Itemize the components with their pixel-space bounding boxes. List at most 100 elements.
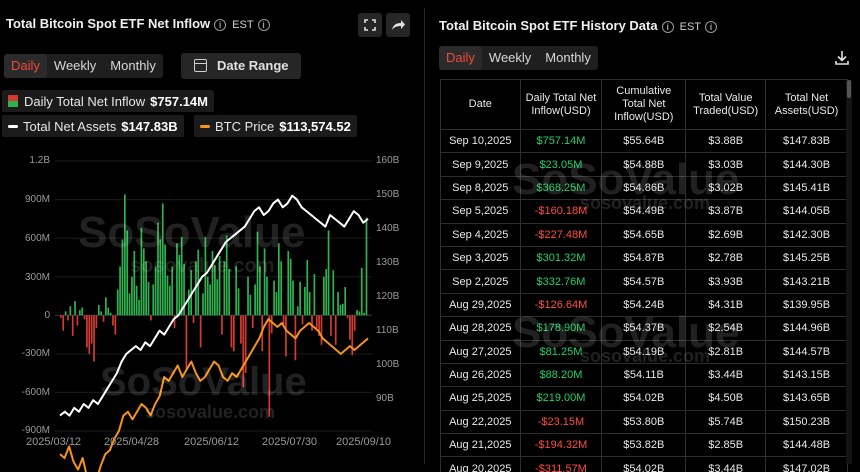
tab-monthly[interactable]: Monthly [110, 58, 156, 73]
legend-inflow-value: $757.14M [150, 93, 208, 109]
y-right-tick: 100B [376, 359, 400, 370]
btc-price-line [59, 318, 369, 472]
cell-assets: $144.57B [765, 339, 848, 364]
info-icon[interactable]: i [214, 18, 227, 31]
inflow-bar [242, 315, 245, 388]
cell-daily-inflow: -$311.57M [519, 456, 603, 472]
history-tab-weekly[interactable]: Weekly [488, 50, 532, 65]
inflow-bar [244, 315, 247, 374]
inflow-bar [318, 315, 320, 336]
table-row: Aug 25,2025 $219.00M $54.02B $4.50B $143.65B [440, 386, 848, 411]
total-net-assets-line [59, 194, 369, 417]
inflow-bar [209, 284, 211, 316]
cell-traded: $3.87B [685, 199, 767, 224]
cell-traded: $4.31B [685, 292, 767, 318]
cell-traded: $3.93B [685, 269, 767, 294]
inflow-bar [86, 315, 88, 348]
inflow-bar [171, 266, 174, 316]
history-info-icon[interactable]: i [661, 20, 674, 33]
net-inflow-panel: Total Bitcoin Spot ETF Net Inflow i EST i D… [0, 0, 420, 472]
history-timezone: EST [679, 20, 702, 33]
tab-weekly[interactable]: Weekly [53, 58, 97, 73]
legend-inflow: Daily Total Net Inflow $757.14M [2, 90, 214, 112]
y-right-tick: 90B [376, 393, 394, 404]
table-row: Aug 21,2025 -$194.32M $53.82B $2.85B $144.48… [440, 433, 848, 458]
cell-date: Aug 28,2025 [440, 316, 521, 341]
history-tab-daily[interactable]: Daily [439, 46, 482, 70]
x-tick: 2025/06/12 [184, 436, 240, 448]
inflow-bar [268, 315, 271, 417]
cell-date: Aug 21,2025 [440, 433, 521, 458]
cell-daily-inflow: -$194.32M [519, 433, 603, 458]
y-left-tick: -300M [21, 348, 50, 359]
cell-daily-inflow: -$23.15M [519, 409, 603, 435]
inflow-bar [349, 315, 351, 340]
inflow-bar [228, 269, 230, 316]
inflow-bar [280, 261, 283, 316]
date-range-button[interactable]: Date Range [181, 53, 301, 79]
inflow-bar [173, 315, 176, 329]
inflow-bar [154, 266, 157, 316]
inflow-bar [161, 203, 164, 316]
inflow-bar [275, 292, 278, 316]
table-row: Aug 28,2025 $178.90M $54.37B $2.54B $144.96B [440, 316, 848, 341]
download-button[interactable] [832, 48, 852, 68]
history-timezone-info-icon[interactable]: i [705, 20, 718, 33]
history-tab-monthly[interactable]: Monthly [545, 50, 591, 65]
inflow-bar [259, 266, 261, 316]
cell-daily-inflow: $88.20M [519, 362, 603, 388]
inflow-bar [273, 280, 275, 316]
inflow-bar [214, 265, 216, 316]
cell-daily-inflow: $368.25M [519, 175, 603, 201]
legend-btc-label: BTC Price [215, 118, 275, 134]
inflow-bar [221, 315, 223, 335]
table-row: Aug 29,2025 -$126.64M $54.24B $4.31B $139.95… [440, 292, 848, 318]
chart-title: Total Bitcoin Spot ETF Net Inflow i EST i [6, 16, 270, 31]
cell-cumulative: $54.24B [601, 292, 687, 318]
cell-assets: $144.96B [765, 316, 848, 341]
tab-daily[interactable]: Daily [4, 54, 47, 78]
history-title: Total Bitcoin Spot ETF History Data i EST i [439, 18, 718, 33]
y-right-tick: 160B [376, 155, 400, 166]
inflow-bar [112, 315, 114, 326]
inflow-bar [204, 236, 207, 316]
table-row: Sep 2,2025 $332.76M $54.57B $3.93B $143.21B [440, 269, 848, 294]
table-scrollbar[interactable] [846, 80, 852, 464]
col-value-traded: Total Value Traded(USD) [685, 79, 767, 130]
inflow-bar [71, 315, 74, 336]
inflow-bar [202, 293, 204, 316]
table-row: Aug 26,2025 $88.20M $54.11B $3.44B $143.15B [440, 362, 848, 388]
inflow-bar [351, 315, 354, 356]
history-title-text: Total Bitcoin Spot ETF History Data [439, 18, 658, 33]
timezone-label: EST [232, 18, 254, 31]
expand-icon [364, 19, 376, 31]
cell-daily-inflow: $757.14M [519, 128, 603, 154]
table-row: Sep 3,2025 $301.32M $54.87B $2.78B $145.25B [440, 245, 848, 271]
inflow-bar [159, 239, 162, 316]
fullscreen-button[interactable] [358, 13, 382, 37]
table-row: Sep 8,2025 $368.25M $54.86B $3.02B $145.41B [440, 175, 848, 201]
inflow-bar [315, 315, 318, 329]
cell-date: Aug 20,2025 [440, 456, 521, 472]
inflow-bar [114, 315, 117, 335]
inflow-bar [218, 256, 221, 316]
legend-assets-label: Total Net Assets [23, 118, 117, 134]
inflow-bar [230, 315, 233, 348]
inflow-bar [147, 281, 150, 316]
inflow-bar [123, 194, 126, 316]
inflow-bar [95, 315, 98, 329]
inflow-bar [81, 307, 84, 316]
inflow-bar [138, 299, 140, 316]
cell-cumulative: $54.49B [601, 199, 687, 224]
inflow-bar [282, 315, 285, 325]
inflow-bar [341, 303, 344, 316]
scrollbar-thumb[interactable] [847, 80, 851, 98]
y-right-tick: 150B [376, 189, 400, 200]
inflow-bar [157, 222, 159, 316]
inflow-bar [133, 251, 136, 316]
cell-cumulative: $54.88B [601, 152, 687, 177]
share-button[interactable] [386, 13, 410, 37]
y-left-tick: -900M [21, 425, 50, 436]
inflow-bar [344, 287, 347, 316]
timezone-info-icon[interactable]: i [257, 18, 270, 31]
